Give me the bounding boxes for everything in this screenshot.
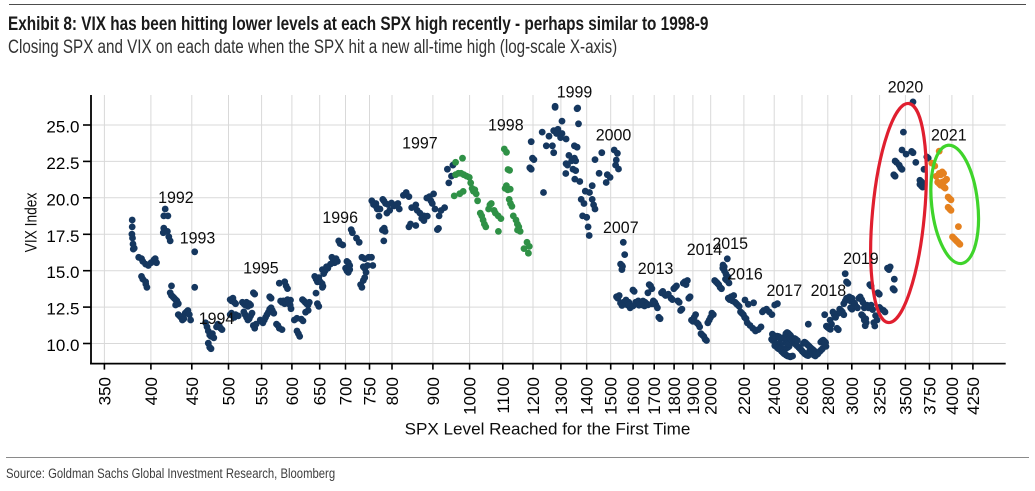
svg-text:1994: 1994 <box>199 309 235 328</box>
svg-text:22.5: 22.5 <box>46 154 79 173</box>
svg-text:550: 550 <box>253 377 272 405</box>
svg-text:10.0: 10.0 <box>46 336 79 355</box>
svg-text:800: 800 <box>383 377 402 405</box>
svg-text:1999: 1999 <box>557 83 593 102</box>
svg-text:1996: 1996 <box>322 208 358 227</box>
svg-text:4000: 4000 <box>943 377 962 415</box>
svg-text:2800: 2800 <box>819 377 838 415</box>
svg-text:SPX Level Reached for the Firs: SPX Level Reached for the First Time <box>405 420 691 439</box>
svg-text:900: 900 <box>424 377 443 405</box>
svg-text:2200: 2200 <box>735 377 754 415</box>
svg-text:1100: 1100 <box>494 377 513 414</box>
svg-text:25.0: 25.0 <box>46 118 79 137</box>
svg-text:450: 450 <box>183 377 202 405</box>
svg-text:VIX Index: VIX Index <box>22 192 41 252</box>
svg-text:1500: 1500 <box>602 377 621 415</box>
svg-text:1600: 1600 <box>624 377 643 415</box>
svg-text:2000: 2000 <box>596 125 632 144</box>
svg-text:3500: 3500 <box>896 377 915 415</box>
svg-text:1993: 1993 <box>180 229 216 248</box>
svg-text:2014: 2014 <box>687 240 723 259</box>
svg-text:1300: 1300 <box>552 377 571 415</box>
svg-text:4250: 4250 <box>964 377 983 415</box>
svg-text:1992: 1992 <box>158 188 194 207</box>
svg-text:1400: 1400 <box>578 377 597 415</box>
svg-text:3750: 3750 <box>920 377 939 415</box>
svg-text:3000: 3000 <box>843 377 862 415</box>
svg-text:2018: 2018 <box>811 281 847 300</box>
svg-text:2600: 2600 <box>793 377 812 415</box>
svg-text:650: 650 <box>311 377 330 405</box>
svg-text:1998: 1998 <box>488 116 524 135</box>
svg-text:1997: 1997 <box>402 134 438 153</box>
svg-text:2000: 2000 <box>702 377 721 415</box>
svg-text:17.5: 17.5 <box>46 227 79 246</box>
svg-text:1995: 1995 <box>243 259 279 278</box>
svg-text:2015: 2015 <box>712 234 748 253</box>
svg-text:1000: 1000 <box>461 377 480 415</box>
svg-text:2013: 2013 <box>638 259 674 278</box>
svg-text:600: 600 <box>283 377 302 405</box>
svg-text:700: 700 <box>337 377 356 405</box>
svg-text:400: 400 <box>142 377 161 405</box>
svg-text:12.5: 12.5 <box>46 300 79 319</box>
svg-text:500: 500 <box>220 377 239 405</box>
svg-text:15.0: 15.0 <box>46 263 79 282</box>
svg-text:1200: 1200 <box>524 377 543 415</box>
svg-text:2021: 2021 <box>931 125 967 144</box>
svg-text:2007: 2007 <box>603 218 639 237</box>
svg-text:2019: 2019 <box>843 249 879 268</box>
svg-text:2016: 2016 <box>727 264 763 283</box>
svg-text:1700: 1700 <box>645 377 664 415</box>
svg-text:2017: 2017 <box>767 281 803 300</box>
svg-text:1800: 1800 <box>665 377 684 415</box>
svg-text:1900: 1900 <box>684 377 703 415</box>
svg-text:350: 350 <box>95 377 114 405</box>
svg-text:20.0: 20.0 <box>46 190 79 209</box>
svg-text:2020: 2020 <box>888 78 924 97</box>
svg-text:750: 750 <box>361 377 380 405</box>
svg-text:3250: 3250 <box>871 377 890 415</box>
svg-text:2400: 2400 <box>765 377 784 415</box>
